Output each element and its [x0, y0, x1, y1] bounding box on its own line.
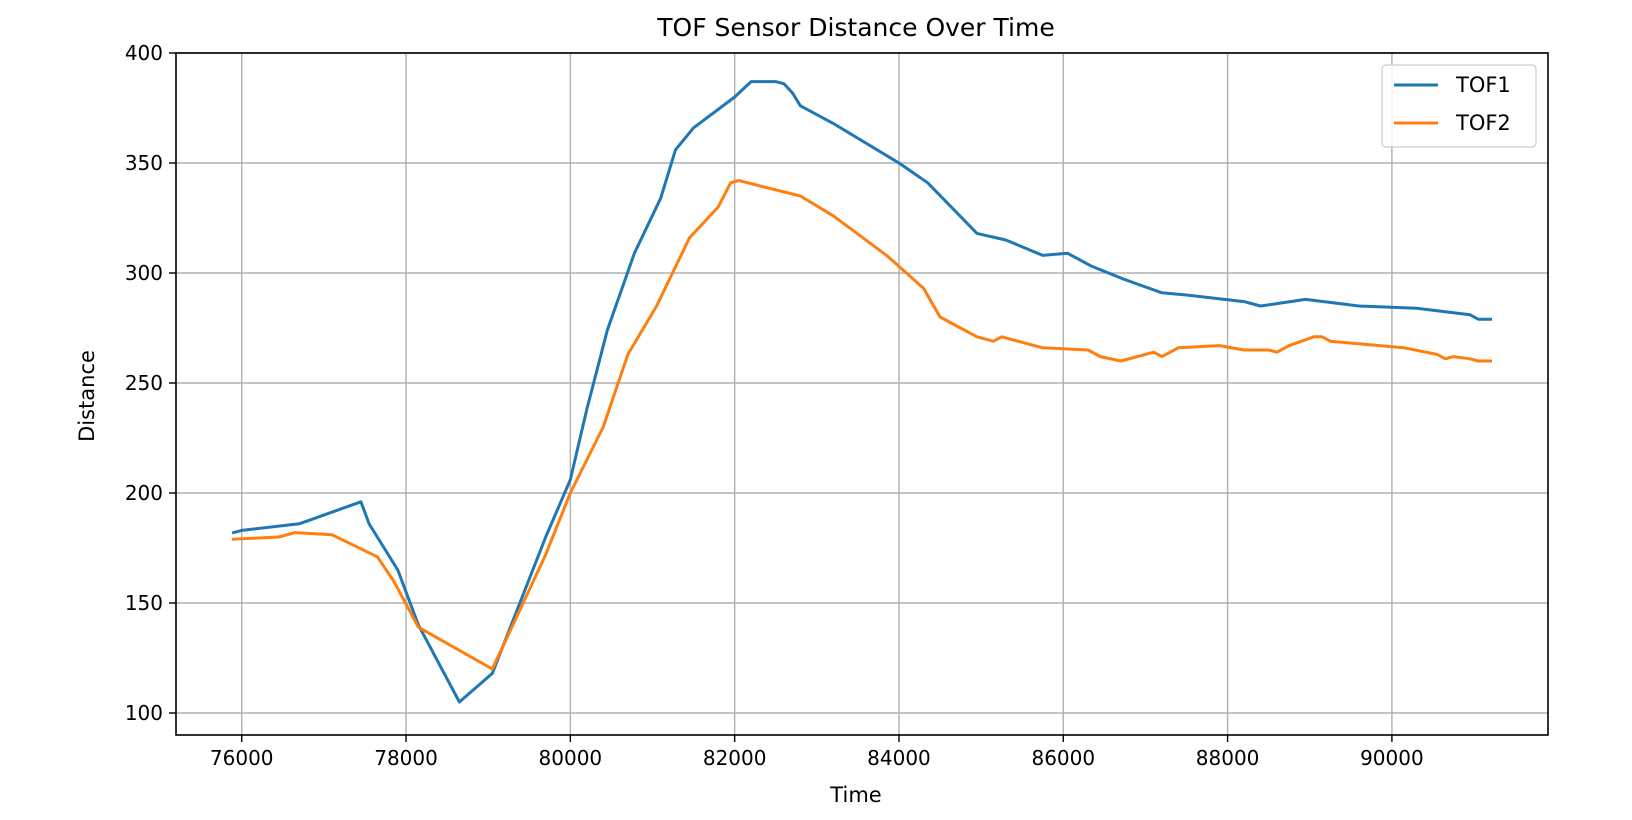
x-axis-label: Time [829, 783, 881, 807]
x-tick-label: 76000 [210, 746, 274, 770]
x-tick-label: 84000 [867, 746, 931, 770]
x-tick-label: 78000 [374, 746, 438, 770]
legend-label-tof1: TOF1 [1455, 73, 1511, 97]
chart-title: TOF Sensor Distance Over Time [656, 13, 1054, 42]
y-tick-label: 100 [125, 701, 163, 725]
legend: TOF1 TOF2 [1381, 64, 1537, 148]
y-tick-label: 250 [125, 371, 163, 395]
legend-label-tof2: TOF2 [1455, 111, 1511, 135]
y-axis-label: Distance [75, 350, 99, 442]
x-axis-ticks: 76000 78000 80000 82000 84000 86000 88000 90000 [210, 735, 1424, 770]
y-tick-label: 200 [125, 481, 163, 505]
series-line-tof2 [231, 179, 1492, 671]
x-tick-label: 80000 [539, 746, 603, 770]
series-lines [231, 80, 1492, 704]
y-tick-label: 300 [125, 261, 163, 285]
x-tick-label: 82000 [703, 746, 767, 770]
y-axis-ticks: 100 150 200 250 300 350 400 [125, 41, 176, 725]
plot-area-frame [175, 52, 1549, 736]
x-tick-label: 86000 [1031, 746, 1095, 770]
y-tick-label: 400 [125, 41, 163, 65]
y-tick-label: 150 [125, 591, 163, 615]
y-tick-label: 350 [125, 151, 163, 175]
x-tick-label: 90000 [1360, 746, 1424, 770]
x-tick-label: 88000 [1196, 746, 1260, 770]
